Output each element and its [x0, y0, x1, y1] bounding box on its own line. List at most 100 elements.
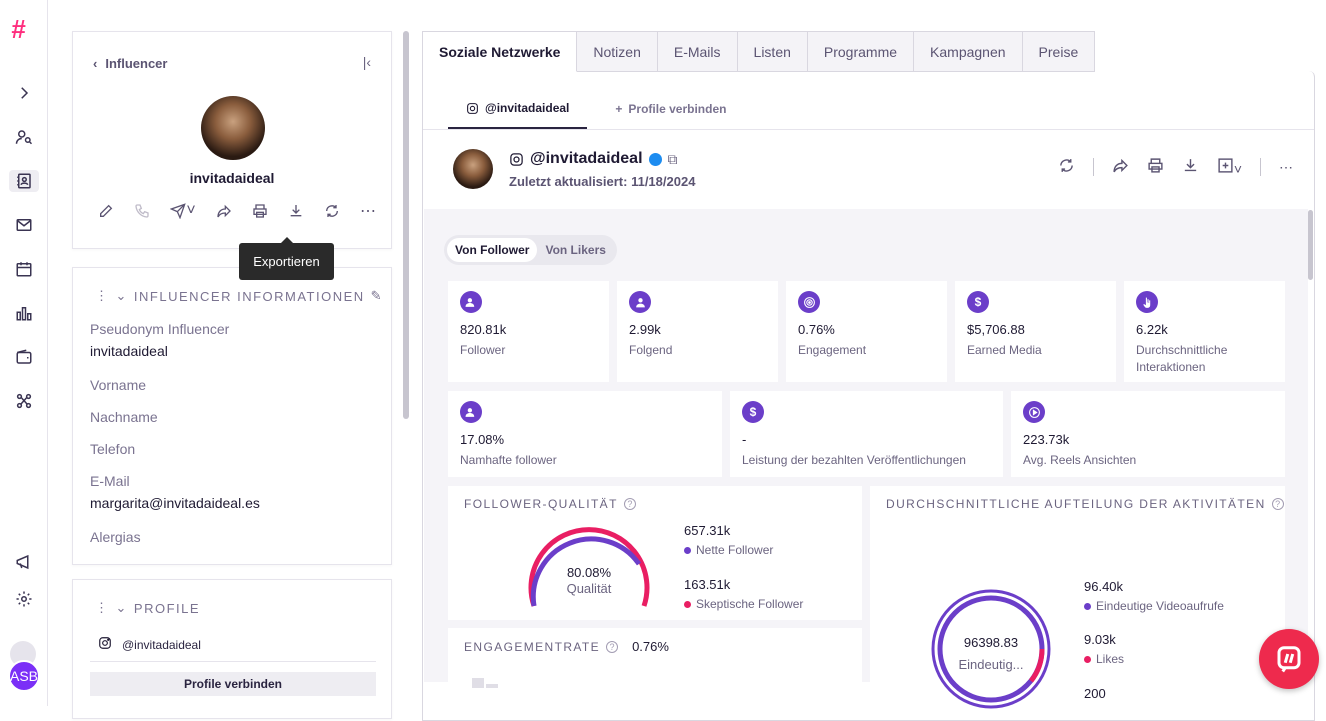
- metric-value: 6.22k: [1136, 322, 1168, 337]
- field-label: Vorname: [90, 377, 147, 393]
- legend-value: 9.03k: [1084, 632, 1116, 647]
- edit-icon[interactable]: [97, 202, 115, 220]
- toggle-von-follower[interactable]: Von Follower: [447, 238, 538, 262]
- dollar-icon: $: [742, 401, 764, 423]
- profiles-card: ⋮ ⌄ PROFILE @invitadaideal Profile verbind…: [72, 579, 392, 719]
- tab-listen[interactable]: Listen: [737, 31, 808, 72]
- help-icon[interactable]: ?: [606, 640, 619, 653]
- download-icon[interactable]: [287, 202, 305, 220]
- instagram-icon: [98, 636, 112, 653]
- sidebar-scrollbar[interactable]: [403, 31, 409, 419]
- metric-value: 0.76%: [798, 322, 835, 337]
- profiles-section-header[interactable]: ⋮ ⌄ PROFILE: [95, 600, 200, 616]
- field-pseudonym: Pseudonym Influencer invitadaideal: [90, 321, 229, 359]
- metric-reels-views: 223.73k Avg. Reels Ansichten: [1011, 391, 1285, 477]
- play-icon: [1023, 401, 1045, 423]
- tab-soziale-netzwerke[interactable]: Soziale Netzwerke: [422, 31, 578, 72]
- subtab-connect-profiles[interactable]: + Profile verbinden: [597, 89, 744, 129]
- tab-programme[interactable]: Programme: [807, 31, 915, 72]
- metric-namhafte-follower: 17.08% Namhafte follower: [448, 391, 722, 477]
- mail-icon[interactable]: [13, 214, 35, 236]
- print-icon[interactable]: [1147, 157, 1164, 177]
- profile-card: ‹ Influencer |‹ invitadaideal ˅ ⋯: [72, 31, 392, 249]
- search-user-icon[interactable]: [13, 126, 35, 148]
- engagement-rate-card: ENGAGEMENTRATE? 0.76%: [448, 628, 862, 688]
- divider: [1092, 158, 1094, 176]
- dollar-icon: $: [967, 291, 989, 313]
- field-nachname[interactable]: Nachname: [90, 409, 158, 425]
- share-icon[interactable]: [1112, 157, 1129, 177]
- refresh-icon[interactable]: [1058, 157, 1075, 177]
- legend-label: Nette Follower: [696, 543, 774, 557]
- field-value[interactable]: margarita@invitadaideal.es: [90, 495, 260, 511]
- print-icon[interactable]: [251, 202, 269, 220]
- field-value[interactable]: invitadaideal: [90, 343, 168, 359]
- content-scrollbar[interactable]: [1308, 210, 1313, 280]
- legend-dot: [684, 546, 691, 554]
- workflow-icon[interactable]: [13, 390, 35, 412]
- export-tooltip: Exportieren: [239, 237, 334, 280]
- connect-profiles-button[interactable]: Profile verbinden: [90, 672, 376, 696]
- phone-icon[interactable]: [133, 202, 151, 220]
- wallet-icon[interactable]: [13, 346, 35, 368]
- app-logo[interactable]: #: [11, 14, 26, 44]
- help-icon[interactable]: ?: [1271, 498, 1284, 510]
- drag-handle-icon[interactable]: ⋮: [95, 600, 110, 615]
- back-to-influencer-link[interactable]: ‹ Influencer: [93, 56, 167, 71]
- instagram-profile-row[interactable]: @invitadaideal: [90, 628, 376, 662]
- legend-video-views: 96.40k Eindeutige Videoaufrufe: [1084, 579, 1224, 613]
- field-label: Pseudonym Influencer: [90, 321, 230, 337]
- more-icon[interactable]: ⋯: [360, 203, 376, 220]
- tab-preise[interactable]: Preise: [1022, 31, 1096, 72]
- influencer-sidebar: ‹ Influencer |‹ invitadaideal ˅ ⋯ ⋮ ⌄ INFLU…: [72, 31, 392, 719]
- metric-label: Engagement: [798, 343, 867, 357]
- add-menu-icon[interactable]: ˅: [1217, 157, 1242, 177]
- refresh-icon[interactable]: [323, 202, 341, 220]
- engagement-rate-value: 0.76%: [632, 639, 669, 654]
- help-icon[interactable]: ?: [623, 498, 636, 510]
- metric-value: 223.73k: [1023, 432, 1070, 447]
- users-icon: [460, 291, 482, 313]
- send-icon[interactable]: ˅: [169, 202, 197, 220]
- user-initials-avatar[interactable]: ASB: [8, 660, 40, 692]
- settings-gear-icon[interactable]: [13, 588, 35, 610]
- legend-value: 657.31k: [684, 523, 731, 538]
- calendar-icon[interactable]: [13, 258, 35, 280]
- contacts-icon[interactable]: [9, 170, 39, 192]
- collapse-panel-icon[interactable]: |‹: [362, 54, 371, 70]
- info-section-header[interactable]: ⋮ ⌄ INFLUENCER INFORMATIONEN ✎: [95, 288, 383, 304]
- chevron-down-icon: ⌄: [115, 288, 128, 303]
- pencil-icon[interactable]: ✎: [370, 288, 384, 303]
- engagement-rate-title: ENGAGEMENTRATE? 0.76%: [464, 639, 669, 654]
- profile-header-handle: @invitadaideal ⧉: [509, 150, 678, 168]
- chart-icon[interactable]: [13, 302, 35, 324]
- tab-kampagnen[interactable]: Kampagnen: [914, 31, 1023, 72]
- download-icon[interactable]: [1182, 157, 1199, 177]
- share-icon[interactable]: [215, 202, 233, 220]
- tab-notizen[interactable]: Notizen: [577, 31, 658, 72]
- field-label: Telefon: [90, 441, 136, 457]
- activity-center-value: 96398.83: [963, 635, 1019, 650]
- metric-avg-interactions: 6.22k Durchschnittliche Interaktionen: [1124, 281, 1285, 382]
- field-alergias[interactable]: Alergias: [90, 529, 141, 545]
- profile-header-avatar: [453, 149, 493, 189]
- expand-icon[interactable]: [13, 82, 35, 104]
- legend-nice-followers: 657.31k Nette Follower: [684, 523, 773, 557]
- external-link-icon[interactable]: ⧉: [667, 150, 678, 167]
- subtab-bar: @invitadaideal + Profile verbinden: [448, 89, 744, 129]
- toggle-von-likers[interactable]: Von Likers: [545, 243, 606, 257]
- tab-emails[interactable]: E-Mails: [657, 31, 738, 72]
- field-label: Alergias: [90, 529, 141, 545]
- follower-quality-title: FOLLOWER-QUALITÄT?: [464, 497, 636, 511]
- megaphone-icon[interactable]: [13, 551, 35, 573]
- metric-label: Folgend: [629, 343, 673, 357]
- subtab-instagram[interactable]: @invitadaideal: [448, 89, 588, 129]
- profile-actions: ˅ ⋯: [97, 202, 377, 220]
- drag-handle-icon[interactable]: ⋮: [95, 288, 110, 303]
- field-vorname[interactable]: Vorname: [90, 377, 146, 393]
- metric-label: Earned Media: [967, 343, 1042, 357]
- legend-label: Eindeutige Videoaufrufe: [1096, 599, 1224, 613]
- more-icon[interactable]: ⋯: [1279, 158, 1293, 175]
- field-telefon[interactable]: Telefon: [90, 441, 135, 457]
- support-chat-button[interactable]: [1259, 629, 1319, 689]
